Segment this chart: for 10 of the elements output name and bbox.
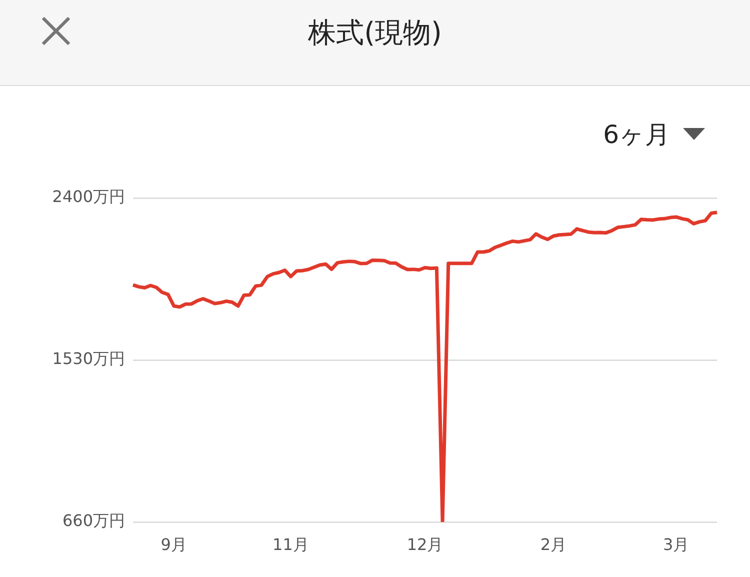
- y-tick-label: 1530万円: [52, 349, 125, 368]
- x-tick-label: 2月: [540, 534, 567, 554]
- x-tick-label: 9月: [160, 534, 187, 554]
- chart-title: 株式(現物): [307, 15, 443, 51]
- y-tick-label: 2400万円: [52, 187, 125, 206]
- text: 6ヶ月: [603, 119, 670, 151]
- x-tick-label: 12月: [406, 534, 444, 554]
- y-tick-label: 660万円: [62, 511, 125, 530]
- x-tick-label: 3月: [663, 534, 690, 554]
- x-tick-label: 11月: [272, 534, 309, 554]
